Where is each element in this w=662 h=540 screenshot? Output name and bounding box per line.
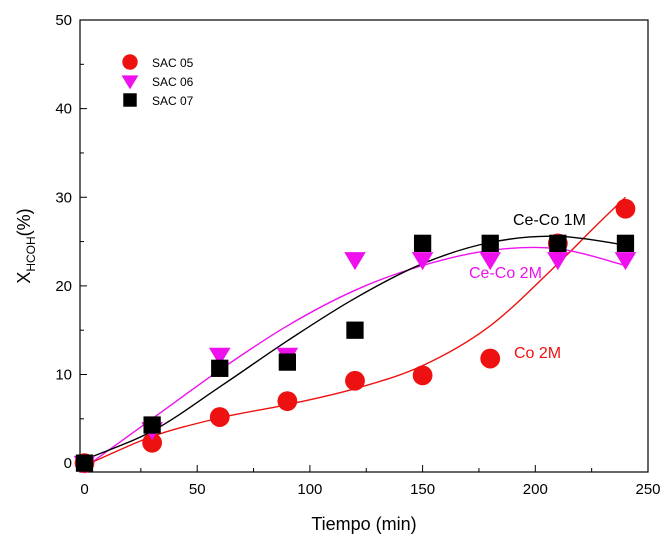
data-point <box>411 252 434 271</box>
fit-label: Co 2M <box>514 345 561 362</box>
fit-curves <box>84 196 626 469</box>
data-point <box>143 416 161 434</box>
plot-frame <box>79 19 649 473</box>
data-point <box>549 234 567 252</box>
x-tick-label: 250 <box>635 481 660 498</box>
x-tick-label: 0 <box>80 481 88 498</box>
data-point <box>479 252 502 271</box>
data-point <box>211 359 229 377</box>
fit-curve <box>84 246 626 469</box>
axis-ticks: 0 50 100 150 200 250 0 10 20 30 40 50 <box>55 12 660 498</box>
legend-marker <box>123 93 137 107</box>
legend-label: SAC 07 <box>152 94 194 108</box>
y-axis-label-main: X <box>14 272 34 284</box>
data-point <box>208 347 231 366</box>
x-tick-label: 100 <box>297 481 322 498</box>
data-point <box>614 252 637 271</box>
data-point <box>345 370 365 391</box>
data-point <box>209 407 230 427</box>
data-point <box>142 432 163 453</box>
y-axis-label-subscript: HCOH <box>24 236 38 271</box>
fit-curve <box>84 235 626 461</box>
data-point <box>277 391 298 411</box>
fit-label: Ce-Co 1M <box>513 212 586 229</box>
y-axis-label: XHCOH(%) <box>14 208 38 283</box>
x-tick-label: 50 <box>189 481 206 498</box>
y-tick-label: 0 <box>64 455 72 472</box>
data-point <box>412 365 433 386</box>
data-point <box>413 234 432 252</box>
legend-label: SAC 06 <box>152 75 194 89</box>
legend-label: SAC 05 <box>152 56 194 70</box>
data-point <box>346 321 364 339</box>
data-point <box>278 353 297 371</box>
data-point <box>547 252 569 271</box>
data-point <box>480 348 501 369</box>
data-point <box>344 252 366 271</box>
x-tick-label: 200 <box>523 481 548 498</box>
fit-label: Ce-Co 2M <box>469 265 542 282</box>
legend: SAC 05 SAC 06 SAC 07 <box>121 54 194 108</box>
data-point <box>481 234 499 252</box>
legend-marker <box>122 54 138 70</box>
data-points <box>73 198 637 474</box>
y-tick-label: 20 <box>55 278 72 295</box>
x-tick-label: 150 <box>410 481 435 498</box>
x-axis-label: Tiempo (min) <box>311 514 416 534</box>
data-point <box>616 234 635 252</box>
y-tick-label: 30 <box>55 189 72 206</box>
y-tick-label: 40 <box>55 101 72 118</box>
legend-marker <box>121 75 139 90</box>
data-point <box>75 454 94 472</box>
fit-labels: Co 2M Ce-Co 2M Ce-Co 1M <box>469 212 586 362</box>
y-axis-label-suffix: (%) <box>14 208 34 236</box>
data-point <box>615 198 636 219</box>
y-tick-label: 10 <box>55 367 72 384</box>
y-tick-label: 50 <box>55 12 72 29</box>
